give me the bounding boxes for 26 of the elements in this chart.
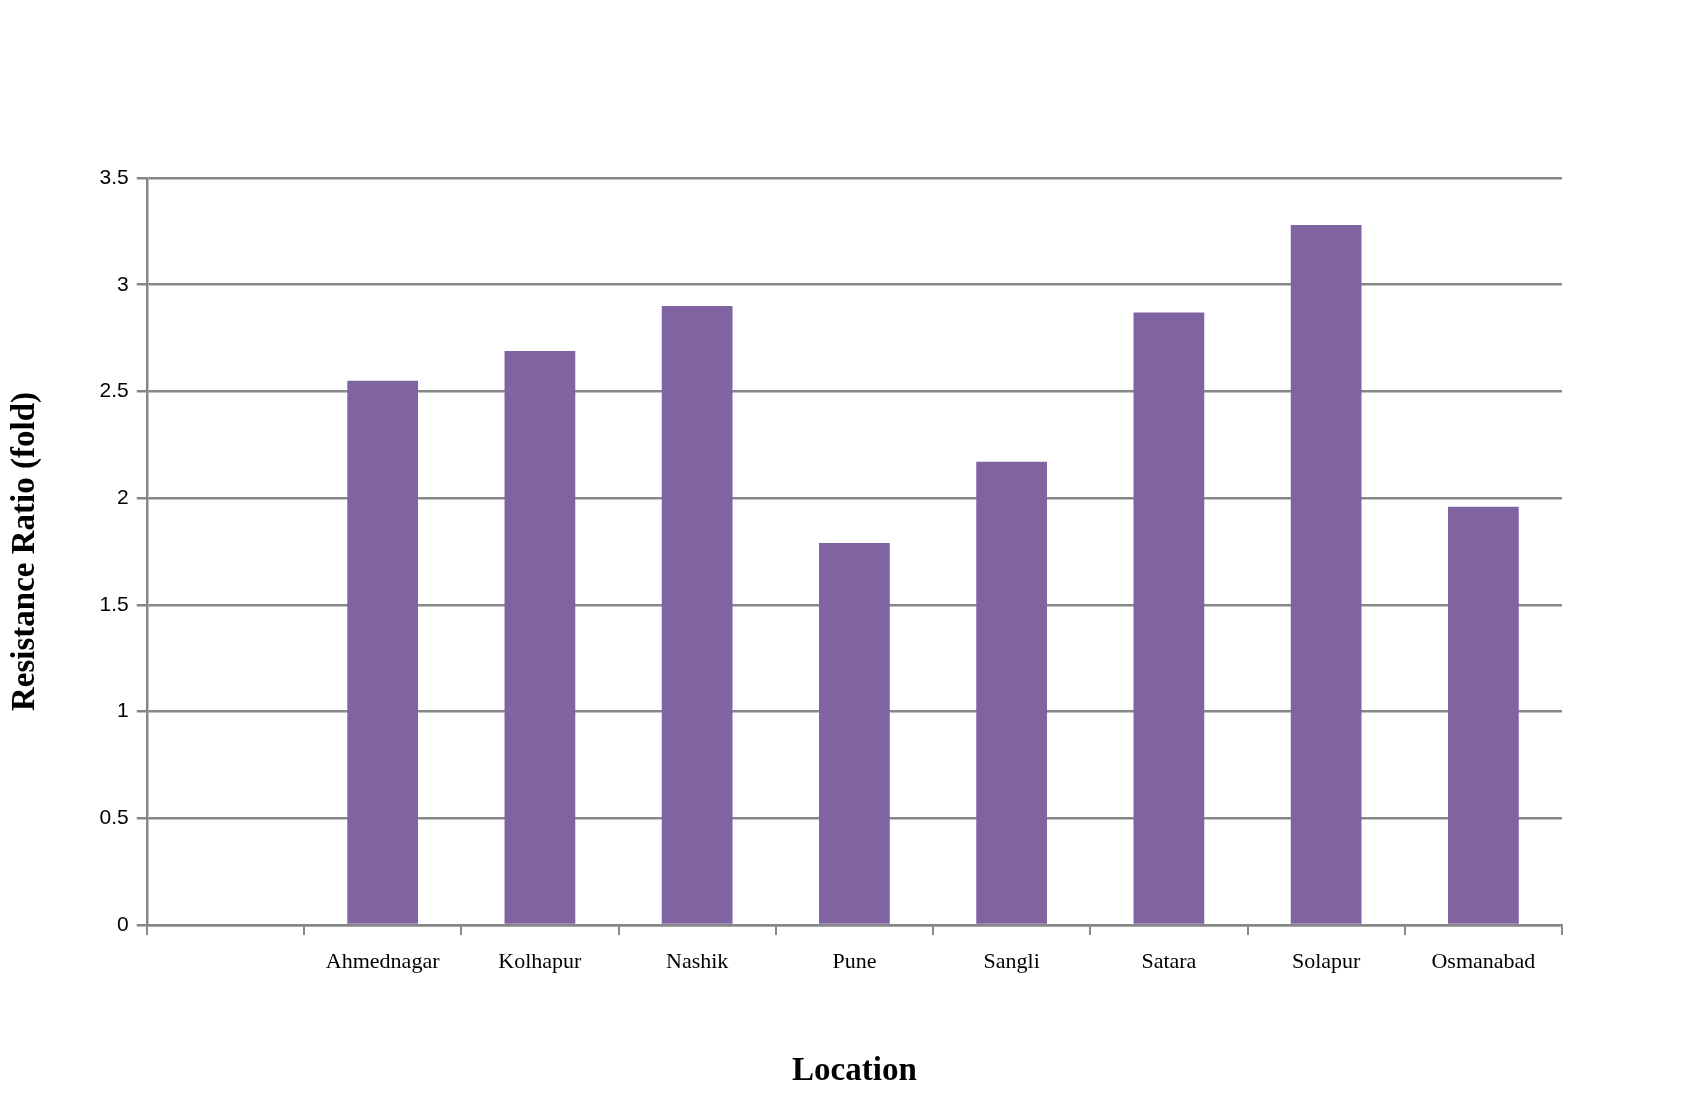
bar [1448, 506, 1519, 924]
bar [819, 542, 890, 924]
bar [976, 461, 1048, 924]
x-axis-title: Location [792, 1050, 917, 1087]
y-tick-label: 1 [117, 698, 129, 722]
y-tick-label: 0.5 [99, 805, 129, 829]
x-tick-label: Pune [832, 947, 877, 973]
y-tick-label: 2.5 [99, 378, 129, 402]
y-tick-label: 3 [117, 271, 129, 295]
x-tick-label: Nashik [665, 947, 729, 973]
y-tick-label: 1.5 [99, 591, 129, 615]
bar [661, 306, 733, 924]
x-tick-label: Ahmednagar [325, 947, 441, 973]
bar [1290, 224, 1362, 924]
x-tick-label: Osmanabad [1431, 947, 1536, 973]
y-axis-title: Resistance Ratio (fold) [5, 392, 43, 711]
y-tick-label: 3.5 [99, 164, 129, 188]
y-tick-label: 0 [117, 911, 129, 935]
bar [347, 380, 419, 924]
x-tick-label: Solapur [1291, 947, 1362, 973]
bar [504, 350, 576, 924]
y-tick-label: 2 [117, 484, 129, 508]
x-tick-label: Kolhapur [498, 947, 583, 973]
x-tick-label: Sangli [983, 947, 1040, 973]
x-tick-label: Satara [1141, 947, 1197, 973]
bar [1133, 312, 1205, 924]
